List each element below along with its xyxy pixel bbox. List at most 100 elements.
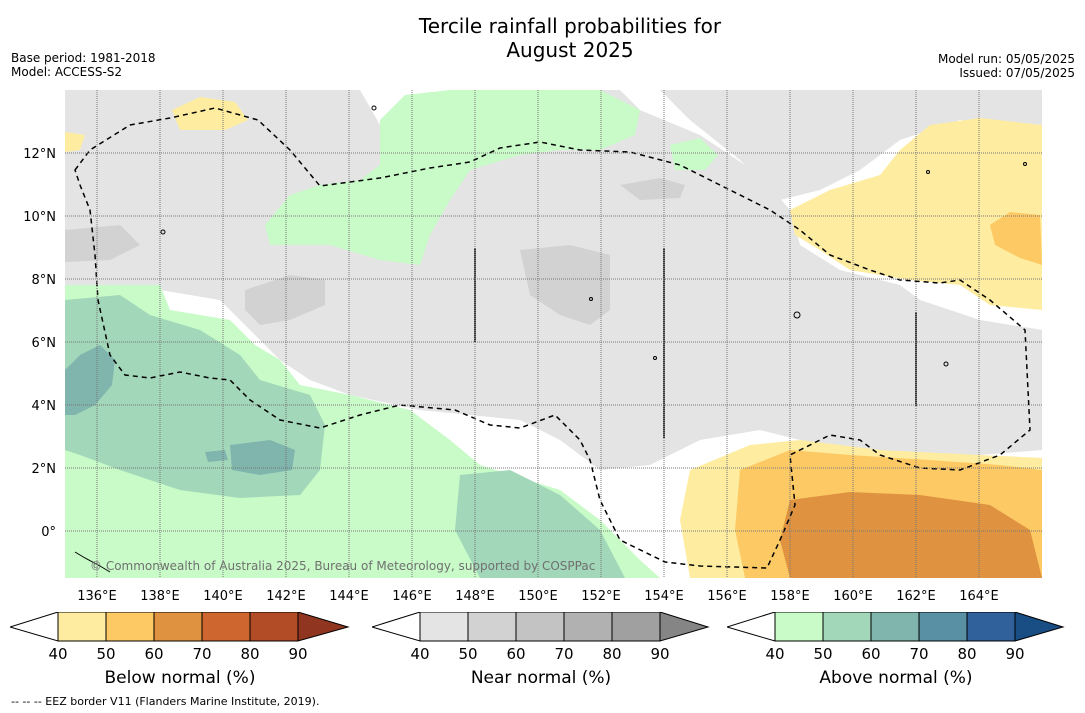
lon-tick: 164°E bbox=[959, 589, 999, 600]
cb-near-swatch bbox=[611, 612, 661, 642]
near-normal-dark bbox=[520, 245, 610, 325]
lon-tick: 160°E bbox=[833, 589, 873, 600]
near-normal-dark bbox=[620, 178, 685, 200]
model-name: Model: ACCESS-S2 bbox=[11, 65, 123, 79]
eez-footnote: -- -- -- EEZ border V11 (Flanders Marine… bbox=[11, 695, 320, 708]
cb-above-tick: 50 bbox=[813, 645, 832, 662]
cb-above-label: Above normal (%) bbox=[819, 668, 973, 688]
above-normal-60 bbox=[205, 450, 228, 462]
cb-near-swatch bbox=[563, 612, 613, 642]
cb-above-swatch bbox=[966, 612, 1016, 642]
lon-tick: 154°E bbox=[644, 589, 684, 600]
lon-tick: 146°E bbox=[392, 589, 432, 600]
below-normal-northeast-50 bbox=[990, 212, 1042, 265]
above-normal-50 bbox=[455, 470, 625, 578]
meta-right: Model run: 05/05/2025 Issued: 07/05/2025 bbox=[938, 52, 1075, 80]
lon-tick: 138°E bbox=[140, 589, 180, 600]
model-run: Model run: 05/05/2025 bbox=[937, 52, 1075, 66]
map-panel: © Commonwealth of Australia 2025, Bureau… bbox=[23, 90, 1042, 600]
title-line1: Tercile rainfall probabilities for bbox=[418, 14, 722, 38]
above-normal-northeast bbox=[670, 138, 718, 170]
lat-tick: 4°N bbox=[32, 399, 57, 414]
cb-above-tick: 70 bbox=[909, 645, 928, 662]
lat-tick: 10°N bbox=[23, 210, 56, 225]
cb-below-label: Below normal (%) bbox=[104, 668, 256, 688]
cb-below-arrow-left bbox=[10, 612, 59, 642]
lon-tick: 150°E bbox=[518, 589, 558, 600]
lon-tick: 162°E bbox=[896, 589, 936, 600]
cb-below-tick: 80 bbox=[240, 645, 259, 662]
near-normal-top-right bbox=[660, 90, 1042, 200]
cb-near-tick: 50 bbox=[458, 645, 477, 662]
colorbar-below: 40 50 60 70 80 90 bbox=[10, 612, 350, 662]
cb-below-tick: 60 bbox=[144, 645, 163, 662]
lat-tick: 8°N bbox=[32, 273, 57, 288]
lat-tick: 12°N bbox=[23, 147, 56, 162]
cb-below-arrow-right bbox=[297, 612, 350, 642]
lon-tick: 148°E bbox=[455, 589, 495, 600]
eez-border bbox=[74, 107, 1031, 569]
cb-near-tick: 90 bbox=[650, 645, 669, 662]
cb-above-arrow-right bbox=[1014, 612, 1065, 642]
near-normal-dark bbox=[65, 225, 140, 262]
cb-above-swatch bbox=[918, 612, 968, 642]
meta-left: Base period: 1981-2018 Model: ACCESS-S2 bbox=[11, 51, 156, 79]
cb-below-tick: 70 bbox=[192, 645, 211, 662]
issued-date: Issued: 07/05/2025 bbox=[959, 66, 1075, 80]
cb-above-swatch bbox=[870, 612, 920, 642]
copyright-text: © Commonwealth of Australia 2025, Bureau… bbox=[90, 559, 595, 573]
latitude-labels: 12°N 10°N 8°N 6°N 4°N 2°N 0° bbox=[23, 147, 56, 540]
cb-below-swatch bbox=[57, 612, 107, 642]
lon-tick: 152°E bbox=[581, 589, 621, 600]
cb-above-swatch bbox=[774, 612, 824, 642]
cb-near-tick: 80 bbox=[602, 645, 621, 662]
colorbar-near: 40 50 60 70 80 90 bbox=[372, 612, 710, 662]
cb-below-tick: 90 bbox=[288, 645, 307, 662]
cb-near-arrow-left bbox=[372, 612, 421, 642]
cb-near-swatch bbox=[419, 612, 469, 642]
cb-near-tick: 70 bbox=[554, 645, 573, 662]
lon-tick: 140°E bbox=[203, 589, 243, 600]
below-normal-south-60 bbox=[780, 492, 1042, 578]
below-normal-northwest bbox=[172, 97, 248, 130]
cb-near-label: Near normal (%) bbox=[470, 668, 612, 688]
cb-near-tick: 40 bbox=[410, 645, 429, 662]
colorbar-above: 40 50 60 70 80 90 bbox=[727, 612, 1065, 662]
cb-above-tick: 80 bbox=[957, 645, 976, 662]
lat-tick: 6°N bbox=[32, 336, 57, 351]
lon-tick: 136°E bbox=[77, 589, 117, 600]
lat-tick: 0° bbox=[41, 525, 56, 540]
cb-below-swatch bbox=[201, 612, 251, 642]
cb-below-tick: 40 bbox=[48, 645, 67, 662]
cb-below-swatch bbox=[249, 612, 299, 642]
longitude-gridlines bbox=[96, 90, 980, 578]
lon-tick: 142°E bbox=[266, 589, 306, 600]
cb-near-tick: 60 bbox=[506, 645, 525, 662]
above-normal-60 bbox=[230, 440, 295, 475]
cb-below-tick: 50 bbox=[96, 645, 115, 662]
latitude-gridlines bbox=[65, 152, 1042, 532]
cb-above-tick: 60 bbox=[861, 645, 880, 662]
lon-tick: 158°E bbox=[770, 589, 810, 600]
cb-near-swatch bbox=[515, 612, 565, 642]
lon-tick: 144°E bbox=[329, 589, 369, 600]
cb-near-swatch bbox=[467, 612, 517, 642]
lon-tick: 156°E bbox=[707, 589, 747, 600]
cb-below-swatch bbox=[153, 612, 203, 642]
cb-below-swatch bbox=[105, 612, 155, 642]
cb-above-tick: 40 bbox=[765, 645, 784, 662]
cb-above-arrow-left bbox=[727, 612, 776, 642]
longitude-labels: 136°E 138°E 140°E 142°E 144°E 146°E 148°… bbox=[77, 589, 999, 600]
near-normal-dark bbox=[245, 275, 325, 325]
map-title: Tercile rainfall probabilities for Augus… bbox=[0, 14, 1085, 62]
cb-above-tick: 90 bbox=[1005, 645, 1024, 662]
below-normal-west-edge bbox=[65, 132, 85, 152]
cb-above-swatch bbox=[822, 612, 872, 642]
cb-near-arrow-right bbox=[659, 612, 710, 642]
lat-tick: 2°N bbox=[32, 462, 57, 477]
title-line2: August 2025 bbox=[506, 38, 634, 62]
above-normal-60 bbox=[65, 345, 115, 415]
above-normal-north bbox=[265, 90, 640, 265]
probability-field bbox=[65, 90, 1042, 578]
island-markers bbox=[74, 105, 1027, 573]
